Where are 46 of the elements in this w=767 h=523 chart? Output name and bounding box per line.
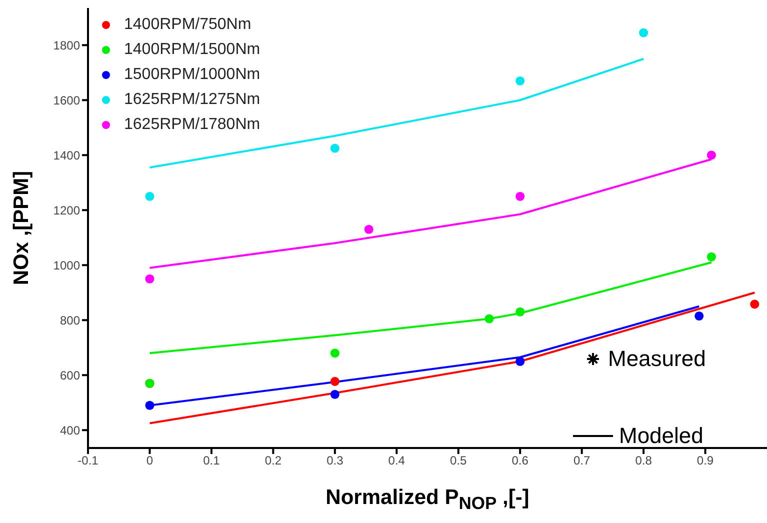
legend-label: 1400RPM/1500Nm [124,40,260,60]
annotation: Measured [608,346,706,372]
x-tick-label: 0 [146,454,154,468]
point [145,274,154,284]
point [516,76,525,86]
x-tick-label: 0.8 [635,454,652,468]
y-tick-label: 1400 [53,148,80,162]
line-series [148,292,756,424]
point [330,144,340,153]
x-tick-label: 0.3 [326,454,344,468]
y-axis-title: NOx ,[PPM] [10,170,34,286]
y-tick-label: 1200 [53,203,80,218]
x-axis-title: Normalized P$_{NOP}$ ,[-] [324,486,530,514]
x-tick-label: 0.1 [203,454,220,468]
x-tick-label: 0.2 [264,454,282,468]
legend-label: 1400RPM/750Nm [124,15,252,35]
x-tick-label: 0.7 [573,454,590,468]
point [484,314,494,324]
y-tick-label: 600 [60,368,80,382]
x-tick-label: -0.1 [78,454,99,468]
point [330,348,340,358]
x-tick-label: 0.5 [450,454,468,468]
legend-label: 1500RPM/1000Nm [124,65,260,85]
y-tick-label: 800 [60,313,80,328]
annotation: Modeled [619,423,704,449]
y-tick-label: 1600 [53,93,80,108]
point [145,400,154,410]
point [639,28,648,38]
point [516,307,525,316]
point [706,252,716,262]
legend-label: 1625RPM/1780Nm [124,115,260,135]
point [750,300,760,309]
legend-label: 1625RPM/1275Nm [124,90,260,110]
point [330,376,340,386]
y-tick-label: 1000 [53,258,80,272]
point [330,390,340,399]
point [694,311,704,321]
x-tick-label: 0.9 [696,454,714,468]
y-tick-label: 400 [60,423,80,438]
x-tick-label: 0.4 [388,454,406,468]
point [706,150,716,160]
point [364,224,374,234]
y-tick-label: 1800 [53,38,80,52]
point [516,192,525,201]
x-tick-label: 0.6 [512,454,529,468]
point [145,192,154,201]
